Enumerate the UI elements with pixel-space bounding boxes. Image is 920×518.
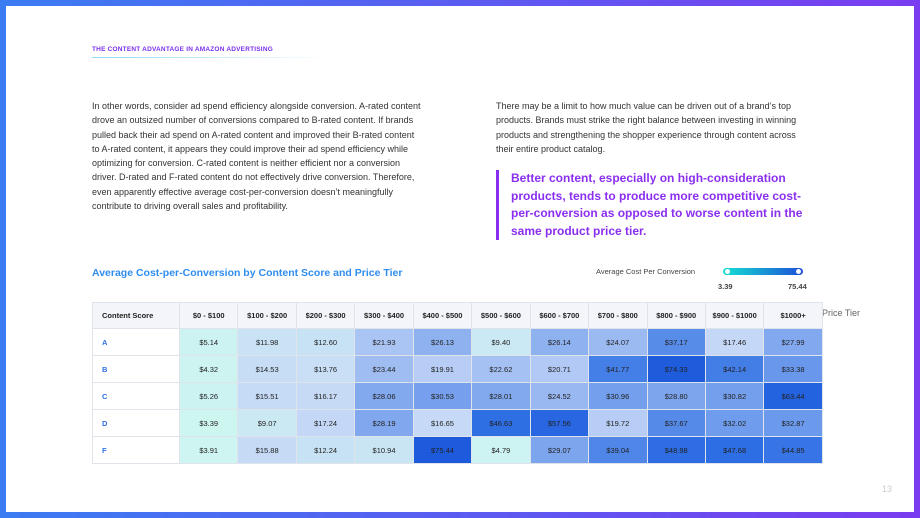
column-header: $400 - $500 — [412, 302, 473, 329]
heat-cell: $48.98 — [646, 436, 706, 464]
axis-label: Price Tier — [822, 308, 861, 318]
heat-cell: $24.52 — [529, 382, 590, 410]
column-header: $0 - $100 — [178, 302, 239, 329]
heat-cell: $32.87 — [763, 409, 823, 437]
header-row: Content Score $0 - $100 $100 - $200 $200 - … — [92, 302, 823, 329]
legend-knob — [725, 269, 730, 274]
heat-cell: $28.06 — [354, 382, 414, 410]
heat-cell: $14.53 — [237, 355, 297, 383]
table-row: F $3.91 $15.88 $12.24 $10.94 $75.44 $4.79 $29.0… — [92, 436, 823, 464]
heat-cell: $17.24 — [295, 409, 356, 437]
heat-cell: $30.96 — [588, 382, 648, 410]
table-row: A $5.14 $11.98 $12.60 $21.93 $26.13 $9.40 $26.1… — [92, 328, 823, 356]
pull-quote: Better content, especially on high-consi… — [496, 170, 815, 240]
heat-cell: $22.62 — [471, 355, 531, 383]
heat-cell: $46.63 — [471, 409, 531, 437]
column-header: $600 - $700 — [529, 302, 590, 329]
legend-title: Average Cost Per Conversion — [596, 267, 696, 276]
heat-cell: $37.17 — [646, 328, 706, 356]
heat-cell: $5.26 — [178, 382, 239, 410]
heat-cell: $26.13 — [412, 328, 473, 356]
heat-cell: $28.19 — [354, 409, 414, 437]
heat-cell: $15.51 — [237, 382, 297, 410]
heat-cell: $30.53 — [412, 382, 473, 410]
table-row: B $4.32 $14.53 $13.76 $23.44 $19.91 $22.62 $20.… — [92, 355, 823, 383]
heat-cell: $23.44 — [354, 355, 414, 383]
heat-cell: $3.39 — [178, 409, 239, 437]
heat-cell: $19.72 — [588, 409, 648, 437]
column-header: $300 - $400 — [354, 302, 414, 329]
heat-cell: $16.17 — [295, 382, 356, 410]
column-header: $700 - $800 — [588, 302, 648, 329]
heat-cell: $41.77 — [588, 355, 648, 383]
heat-cell: $27.99 — [763, 328, 823, 356]
heat-cell: $28.80 — [646, 382, 706, 410]
heat-cell: $39.04 — [588, 436, 648, 464]
heat-cell: $5.14 — [178, 328, 239, 356]
column-header: $100 - $200 — [237, 302, 297, 329]
table-row: D $3.39 $9.07 $17.24 $28.19 $16.65 $46.63 $57.5… — [92, 409, 823, 437]
legend-gradient — [723, 268, 803, 275]
heat-cell: $10.94 — [354, 436, 414, 464]
heat-cell: $63.44 — [763, 382, 823, 410]
heat-cell: $21.93 — [354, 328, 414, 356]
heat-cell: $42.14 — [704, 355, 765, 383]
column-header: $900 - $1000 — [704, 302, 765, 329]
heat-cell: $47.68 — [704, 436, 765, 464]
heat-cell: $13.76 — [295, 355, 356, 383]
heatmap-table: Content Score $0 - $100 $100 - $200 $200 - … — [92, 302, 823, 464]
heat-cell: $3.91 — [178, 436, 239, 464]
row-header: C — [92, 382, 180, 410]
column-header: $800 - $900 — [646, 302, 706, 329]
legend-max: 75.44 — [788, 282, 807, 291]
row-header: F — [92, 436, 180, 464]
heat-cell: $11.98 — [237, 328, 297, 356]
heat-cell: $30.82 — [704, 382, 765, 410]
table-row: C $5.26 $15.51 $16.17 $28.06 $30.53 $28.01 $24.… — [92, 382, 823, 410]
row-header: D — [92, 409, 180, 437]
header-title: THE CONTENT ADVANTAGE IN AMAZON ADVERTIS… — [92, 46, 273, 53]
heat-cell: $26.14 — [529, 328, 590, 356]
slide: THE CONTENT ADVANTAGE IN AMAZON ADVERTIS… — [6, 6, 914, 512]
paragraph: There may be a limit to how much value c… — [496, 101, 797, 154]
legend-min: 3.39 — [718, 282, 733, 291]
heat-cell: $74.33 — [646, 355, 706, 383]
heat-cell: $29.07 — [529, 436, 590, 464]
page-number: 13 — [882, 484, 893, 494]
heat-cell: $15.88 — [237, 436, 297, 464]
heat-cell: $57.56 — [529, 409, 590, 437]
heat-cell: $12.24 — [295, 436, 356, 464]
heat-cell: $4.32 — [178, 355, 239, 383]
column-header: $200 - $300 — [295, 302, 356, 329]
heat-cell: $44.85 — [763, 436, 823, 464]
column-header: $500 - $600 — [471, 302, 531, 329]
column-header: $1000+ — [763, 302, 823, 329]
heat-cell: $12.60 — [295, 328, 356, 356]
heat-cell: $32.02 — [704, 409, 765, 437]
heat-cell: $75.44 — [412, 436, 473, 464]
legend-knob — [796, 269, 801, 274]
paragraph: In other words, consider ad spend effici… — [92, 101, 421, 212]
heat-cell: $17.46 — [704, 328, 765, 356]
heat-cell: $24.07 — [588, 328, 648, 356]
row-header: B — [92, 355, 180, 383]
heat-cell: $20.71 — [529, 355, 590, 383]
heat-cell: $9.40 — [471, 328, 531, 356]
heat-cell: $33.38 — [763, 355, 823, 383]
heat-cell: $37.67 — [646, 409, 706, 437]
row-header: A — [92, 328, 180, 356]
heat-cell: $4.79 — [471, 436, 531, 464]
heat-cell: $28.01 — [471, 382, 531, 410]
column-header: Content Score — [92, 302, 180, 329]
header-rule — [92, 57, 332, 58]
table-title: Average Cost-per-Conversion by Content S… — [92, 267, 403, 279]
heat-cell: $19.91 — [412, 355, 473, 383]
heat-cell: $9.07 — [237, 409, 297, 437]
heat-cell: $16.65 — [412, 409, 473, 437]
